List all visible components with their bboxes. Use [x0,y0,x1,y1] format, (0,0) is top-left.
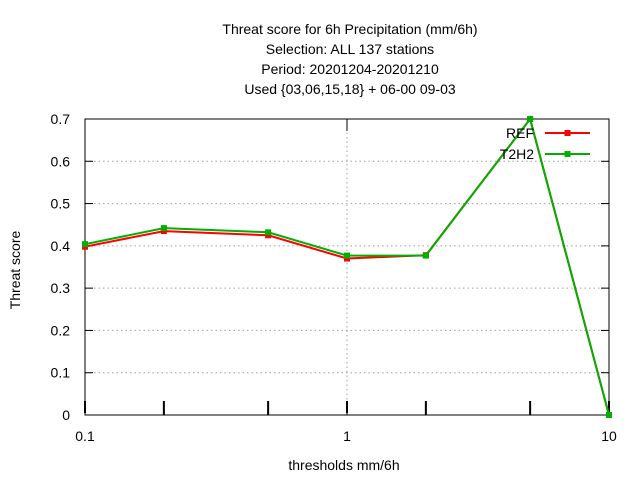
legend-marker [564,130,571,136]
x-axis-label: thresholds mm/6h [288,457,399,473]
data-point [160,225,167,232]
legend: REF T2H2 [500,125,590,162]
plot-border [84,118,610,416]
data-point [527,116,534,122]
data-point [82,241,88,248]
title-line-2: Selection: ALL 137 stations [266,41,434,57]
x-axis: 0.1 1 10 [75,119,617,444]
grid [85,119,609,415]
data-point [344,252,350,259]
data-point [606,412,612,418]
data-point [422,252,429,259]
legend-item-ref: REF [506,125,590,141]
y-tick-label: 0.2 [51,322,71,338]
y-axis-label: Threat score [7,230,23,309]
y-axis: 0 0.1 0.2 0.3 0.4 0.5 0.6 0.7 [51,111,609,423]
y-tick-label: 0.3 [51,280,71,296]
x-tick-label: 10 [601,428,617,444]
legend-label: T2H2 [500,146,534,162]
data-point [265,229,272,236]
title-line-3: Period: 20201204-20201210 [261,61,439,77]
legend-item-t2h2: T2H2 [500,146,590,162]
chart-title: Threat score for 6h Precipitation (mm/6h… [222,21,477,97]
y-tick-label: 0.7 [51,111,71,127]
title-line-1: Threat score for 6h Precipitation (mm/6h… [222,21,477,37]
x-tick-label: 0.1 [75,428,95,444]
y-tick-label: 0.1 [51,365,71,381]
y-tick-label: 0.4 [51,238,71,254]
y-tick-label: 0 [62,407,70,423]
x-tick-label: 1 [343,428,351,444]
y-tick-label: 0.5 [51,196,71,212]
title-line-4: Used {03,06,15,18} + 06-00 09-03 [244,81,456,97]
legend-label: REF [506,125,534,141]
series [82,116,612,418]
y-tick-label: 0.6 [51,153,71,169]
series-t2h2 [82,116,612,418]
series-line [84,116,610,416]
legend-marker [564,151,571,157]
series-line [84,116,610,416]
